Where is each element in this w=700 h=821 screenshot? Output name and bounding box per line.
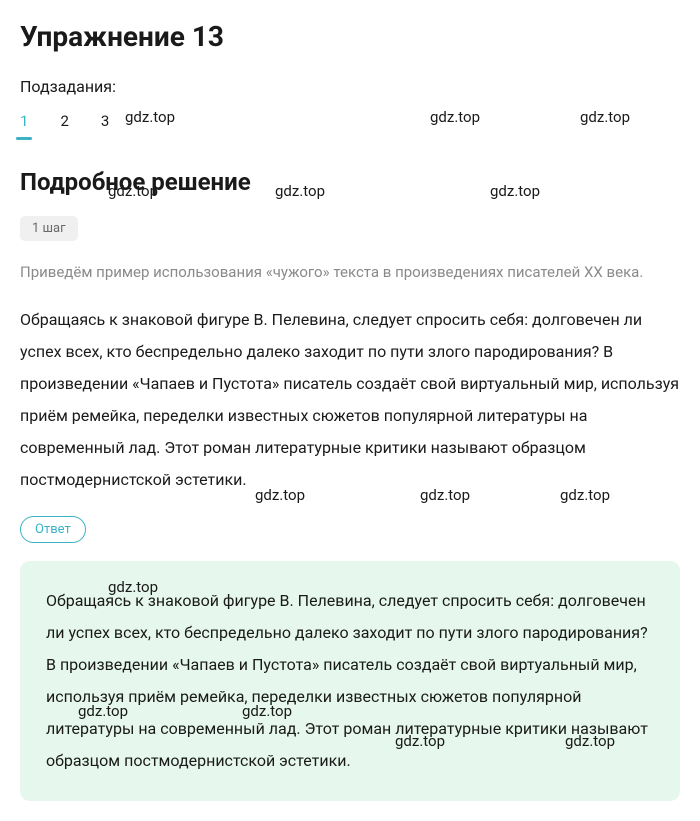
step-badge: 1 шаг: [20, 216, 78, 241]
subtasks-label: Подзадания:: [20, 77, 680, 96]
tab-1[interactable]: 1: [20, 112, 28, 140]
tab-2[interactable]: 2: [60, 112, 68, 140]
answer-block: Обращаясь к знаковой фигуре В. Пелевина,…: [20, 561, 680, 801]
answer-badge: Ответ: [20, 516, 86, 543]
intro-text: Приведём пример использования «чужого» т…: [20, 259, 680, 286]
section-title: Подробное решение: [20, 168, 680, 196]
page-title: Упражнение 13: [20, 20, 680, 53]
tab-3[interactable]: 3: [101, 112, 109, 140]
body-text: Обращаясь к знаковой фигуре В. Пелевина,…: [20, 304, 680, 496]
tabs-container: 1 2 3: [20, 112, 680, 140]
